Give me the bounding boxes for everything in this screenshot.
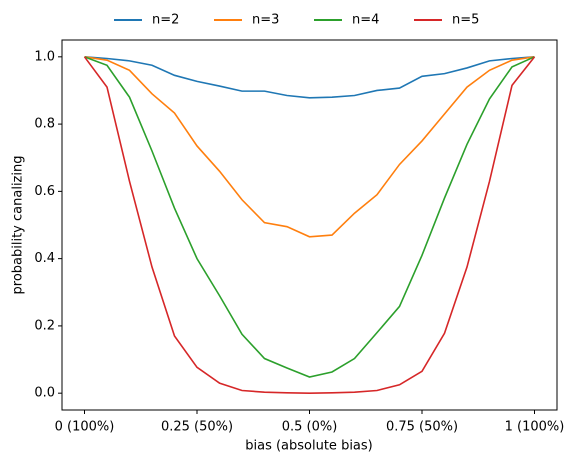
x-tick-label: 0.75 (50%): [386, 420, 458, 435]
series-line: [84, 56, 535, 378]
y-axis-label: probability canalizing: [11, 156, 26, 295]
x-tick-label: 0.5 (0%): [282, 420, 338, 435]
y-tick-label: 0.6: [34, 184, 55, 199]
legend-label: n=3: [252, 13, 279, 28]
y-tick-label: 0.0: [34, 386, 55, 401]
y-tick-label: 1.0: [34, 49, 55, 64]
series-line: [84, 56, 535, 238]
legend-label: n=5: [452, 13, 479, 28]
x-tick-label: 0 (100%): [55, 420, 115, 435]
y-tick-label: 0.2: [34, 318, 55, 333]
x-axis-label: bias (absolute bias): [245, 439, 373, 454]
series-line: [84, 56, 535, 99]
legend-label: n=4: [352, 13, 379, 28]
series-line: [83, 56, 536, 394]
axes-frame: [61, 39, 558, 411]
y-tick-label: 0.4: [34, 251, 55, 266]
x-tick-label: 1 (100%): [505, 420, 565, 435]
y-tick-label: 0.8: [34, 117, 55, 132]
legend-label: n=2: [152, 13, 179, 28]
x-tick-label: 0.25 (50%): [161, 420, 233, 435]
